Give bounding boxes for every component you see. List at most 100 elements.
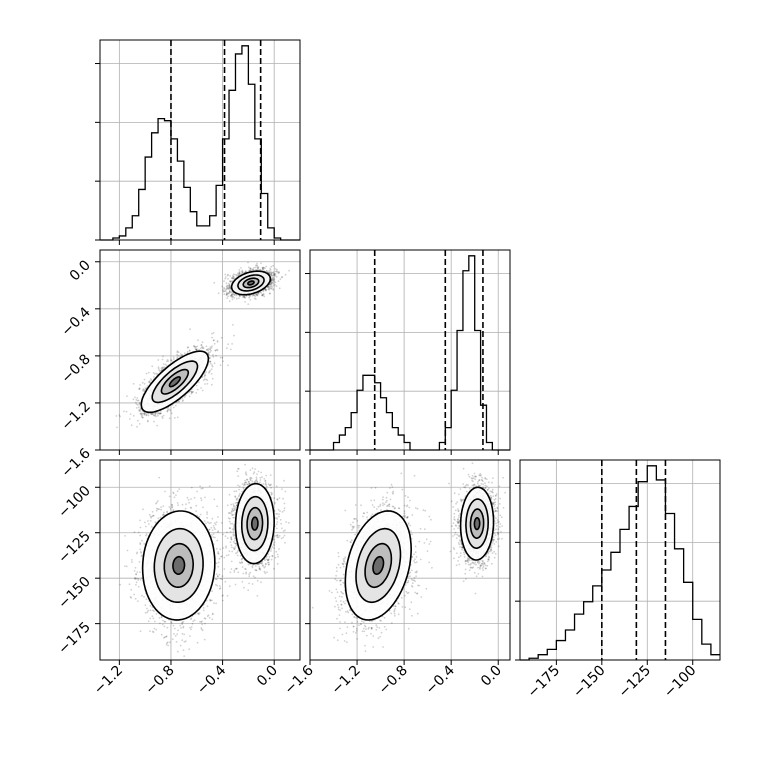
scatter-point: [270, 284, 272, 287]
scatter-point: [271, 279, 274, 282]
scatter-point: [215, 354, 218, 357]
scatter-point: [207, 349, 210, 352]
scatter-point: [153, 414, 156, 417]
scatter-point: [271, 274, 273, 277]
scatter-point: [157, 359, 160, 361]
scatter-point: [241, 270, 244, 273]
scatter-point: [208, 372, 210, 374]
scatter-point: [229, 291, 231, 293]
scatter-point: [205, 378, 208, 381]
scatter-point: [267, 286, 270, 288]
scatter-point: [116, 426, 118, 429]
scatter-point: [176, 353, 178, 356]
scatter-point: [125, 410, 128, 413]
scatter-point: [231, 343, 234, 345]
scatter-point: [235, 294, 238, 297]
scatter-point: [227, 273, 230, 276]
scatter-point: [224, 290, 227, 293]
scatter-point: [272, 289, 275, 291]
scatter-point: [150, 413, 153, 416]
scatter-point: [253, 297, 256, 300]
scatter-point: [207, 347, 210, 350]
scatter-point: [260, 292, 263, 294]
scatter-point: [268, 289, 270, 291]
scatter-point: [160, 369, 163, 371]
scatter-point: [211, 364, 214, 367]
scatter-point: [236, 275, 239, 277]
scatter-point: [188, 350, 191, 352]
scatter-point: [269, 271, 272, 273]
scatter-point: [222, 290, 225, 293]
scatter-point: [273, 278, 276, 281]
scatter-point: [143, 412, 146, 415]
scatter-point: [226, 284, 228, 287]
scatter-point: [141, 381, 144, 384]
scatter-point: [143, 414, 146, 416]
scatter-point: [211, 345, 213, 347]
scatter-point: [204, 374, 206, 376]
scatter-point: [134, 396, 136, 399]
scatter-point: [230, 294, 233, 297]
scatter-point: [266, 286, 269, 288]
scatter-point: [219, 356, 222, 359]
scatter-point: [157, 411, 160, 414]
scatter-point: [140, 415, 143, 418]
scatter-point: [228, 290, 231, 292]
scatter-point: [230, 291, 233, 294]
scatter-point: [191, 391, 193, 394]
scatter-point: [139, 409, 142, 412]
scatter-point: [247, 266, 250, 269]
scatter-point: [262, 294, 264, 297]
scatter-point: [146, 385, 149, 387]
scatter-point: [268, 292, 271, 295]
scatter-point: [161, 358, 164, 361]
histogram-step: [100, 45, 300, 241]
scatter-point: [196, 349, 198, 351]
scatter-point: [200, 344, 203, 346]
scatter-point: [211, 332, 213, 335]
scatter-point: [225, 282, 228, 285]
scatter-point: [211, 377, 214, 380]
scatter-point: [138, 387, 141, 390]
scatter-point: [162, 414, 165, 417]
scatter-point: [261, 294, 263, 297]
scatter-point: [274, 270, 277, 273]
scatter-point: [199, 347, 202, 350]
scatter-point: [227, 364, 229, 367]
scatter-point: [268, 286, 271, 289]
scatter-point: [170, 359, 172, 361]
scatter-point: [270, 277, 273, 280]
scatter-point: [190, 391, 193, 394]
scatter-point: [256, 264, 258, 266]
scatter-point: [213, 362, 216, 365]
scatter-point: [241, 270, 243, 273]
scatter-point: [179, 355, 182, 358]
histogram-panel-0: [95, 39, 301, 245]
scatter-point: [170, 412, 173, 415]
scatter-point: [265, 265, 268, 268]
scatter-point: [216, 341, 219, 343]
scatter-point: [172, 356, 175, 359]
scatter-point: [217, 292, 220, 295]
scatter-point: [141, 416, 144, 419]
scatter-point: [183, 396, 186, 399]
scatter-point: [267, 285, 270, 288]
x-tick-label: −150: [570, 663, 609, 702]
scatter-point: [228, 287, 231, 290]
scatter-point: [202, 379, 205, 381]
scatter-point: [241, 271, 244, 274]
scatter-point: [149, 381, 151, 383]
scatter-point: [157, 414, 159, 417]
scatter-point: [190, 390, 193, 393]
scatter-point: [251, 269, 254, 271]
scatter-point: [278, 287, 281, 290]
scatter-point: [119, 415, 121, 418]
scatter-point: [243, 295, 246, 298]
scatter-point: [280, 276, 283, 279]
scatter-point: [244, 296, 247, 299]
scatter-point: [248, 295, 251, 298]
scatter-point: [210, 368, 213, 370]
scatter-point: [254, 266, 257, 269]
scatter-point: [225, 291, 228, 294]
scatter-point: [207, 353, 210, 355]
